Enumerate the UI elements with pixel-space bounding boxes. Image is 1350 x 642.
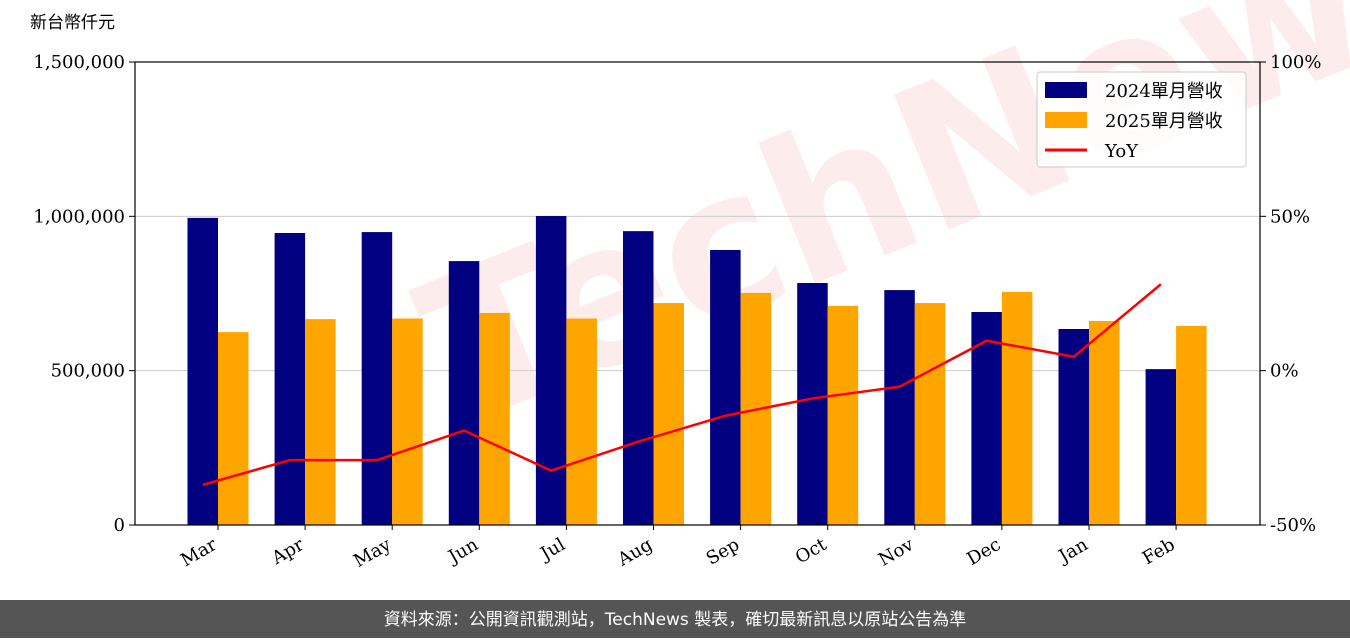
y-tick-label: 1,500,000 (33, 52, 125, 73)
x-tick-label: Oct (792, 534, 831, 569)
x-tick-label: Nov (875, 534, 918, 571)
x-tick-label: Feb (1139, 534, 1179, 569)
bar (448, 261, 480, 525)
y2-tick-label: -50% (1270, 515, 1316, 536)
bar (218, 332, 249, 525)
legend-box (1036, 71, 1247, 168)
y2-tick-label: 50% (1270, 206, 1310, 227)
bar (479, 312, 510, 525)
y-tick-label: 1,000,000 (33, 206, 125, 227)
x-tick-label: Aug (613, 534, 656, 571)
bar (914, 303, 946, 525)
bar (187, 217, 218, 526)
bar (623, 231, 654, 525)
legend-label: 2024單月營收 (1105, 81, 1223, 102)
yoy-line (202, 283, 1162, 487)
bar (884, 290, 915, 525)
bar (1176, 325, 1207, 525)
footer-band (0, 600, 1350, 638)
footer: 資料來源：公開資訊觀測站，TechNews 製表，確切最新訊息以原站公告為準 (384, 610, 966, 630)
y-tick-label: 500,000 (51, 361, 125, 382)
y-tick-label: 0 (114, 515, 125, 536)
legend-label: YoY (1104, 141, 1139, 162)
x-tick-label: May (350, 534, 395, 572)
y-axis-label: 新台幣仟元 (30, 13, 115, 33)
bar (274, 233, 306, 525)
y2-tick-label: 0% (1270, 361, 1299, 382)
plot-frame (134, 61, 1261, 526)
legend-label: 2025單月營收 (1105, 111, 1223, 132)
bar (1145, 369, 1177, 525)
bar (827, 305, 859, 525)
bar (1001, 291, 1033, 525)
bar (361, 232, 393, 526)
legend-swatch (1045, 82, 1087, 98)
bar (535, 216, 567, 526)
x-tick-label: Sep (703, 534, 743, 569)
x-tick-label: Dec (963, 534, 1004, 570)
legend-swatch (1045, 112, 1087, 128)
bar (797, 283, 828, 525)
bar (653, 303, 684, 525)
x-tick-label: Mar (177, 534, 221, 571)
x-tick-label: Apr (268, 534, 308, 569)
bar (305, 319, 336, 525)
bar (566, 318, 597, 525)
bar (710, 249, 741, 525)
bar (1089, 320, 1120, 525)
x-tick-label: Jun (443, 534, 482, 569)
bar (392, 318, 423, 525)
y2-tick-label: 100% (1270, 52, 1321, 73)
bar (1058, 328, 1089, 525)
bar (971, 312, 1002, 525)
x-tick-label: Jan (1054, 534, 1092, 568)
x-tick-label: Jul (535, 534, 569, 566)
